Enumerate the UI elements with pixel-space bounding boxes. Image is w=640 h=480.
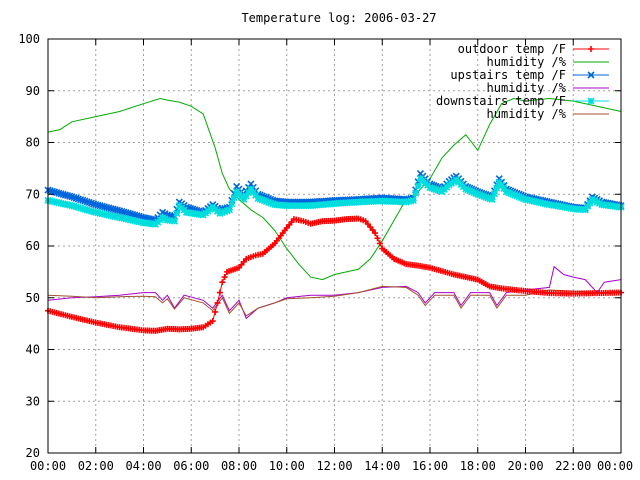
series-1 (45, 215, 624, 334)
legend-label: downstairs temp /F (436, 94, 566, 108)
data-point (223, 207, 231, 215)
axis-ticks: 20 30 40 50 60 70 80 90 100 00:00 02:00 04:00 06:00 0… (18, 32, 633, 473)
grid-lines (48, 39, 621, 453)
data-point (376, 240, 383, 247)
y-tick-label: 90 (26, 84, 40, 98)
x-tick-label: 02:00 (78, 459, 114, 473)
data-point (374, 235, 381, 242)
x-tick-label: 04:00 (125, 459, 161, 473)
y-tick-label: 80 (26, 136, 40, 150)
x-tick-label: 08:00 (221, 459, 257, 473)
data-point (412, 189, 420, 197)
x-tick-label: 14:00 (364, 459, 400, 473)
y-tick-label: 30 (26, 394, 40, 408)
data-point (588, 46, 594, 52)
data-point (414, 182, 422, 190)
data-point (173, 209, 181, 217)
data-point (502, 188, 510, 196)
y-tick-label: 50 (26, 291, 40, 305)
data-point (409, 196, 417, 205)
data-point (372, 230, 379, 237)
series-2 (47, 97, 622, 281)
series-5 (44, 175, 625, 228)
x-tick-label: 16:00 (412, 459, 448, 473)
y-tick-label: 100 (18, 32, 40, 46)
data-point (509, 190, 517, 198)
data-point (511, 191, 519, 199)
y-tick-label: 20 (26, 446, 40, 460)
data-point (507, 189, 515, 197)
data-point (225, 206, 234, 214)
x-tick-label: 22:00 (555, 459, 591, 473)
chart-title: Temperature log: 2006-03-27 (241, 11, 436, 25)
x-tick-label: 18:00 (460, 459, 496, 473)
data-point (515, 193, 523, 201)
legend-label: humidity /% (487, 81, 567, 95)
data-point (504, 188, 513, 197)
data-point (490, 190, 499, 198)
x-tick-label: 12:00 (316, 459, 352, 473)
data-point (587, 71, 595, 79)
data-point (519, 194, 527, 203)
x-tick-label: 20:00 (507, 459, 543, 473)
data-point (228, 200, 236, 208)
legend-label: outdoor temp /F (458, 42, 566, 56)
series-line (47, 97, 622, 281)
y-tick-label: 60 (26, 239, 40, 253)
x-tick-label: 00:00 (30, 459, 66, 473)
x-tick-label: 10:00 (269, 459, 305, 473)
data-point (218, 208, 226, 217)
data-point (212, 308, 219, 315)
series-line (47, 285, 622, 317)
data-point (216, 289, 223, 296)
series-6 (47, 285, 622, 317)
data-point (493, 184, 501, 192)
y-tick-label: 40 (26, 343, 40, 357)
data-point (488, 195, 496, 203)
x-tick-label: 06:00 (173, 459, 209, 473)
legend-label: humidity /% (487, 107, 567, 121)
data-point (209, 318, 216, 325)
data-point (517, 194, 525, 202)
series-layer (44, 97, 625, 334)
data-point (221, 274, 228, 281)
data-point (587, 97, 595, 105)
data-point (214, 299, 221, 306)
data-point (216, 209, 224, 217)
data-point (230, 194, 238, 202)
data-point (221, 208, 229, 216)
x-tick-label: 00:00 (597, 459, 633, 473)
data-point (219, 279, 226, 286)
y-tick-label: 70 (26, 187, 40, 201)
legend-label: humidity /% (487, 55, 567, 69)
data-point (170, 217, 179, 225)
data-point (513, 192, 521, 200)
legend-label: upstairs temp /F (450, 68, 566, 82)
